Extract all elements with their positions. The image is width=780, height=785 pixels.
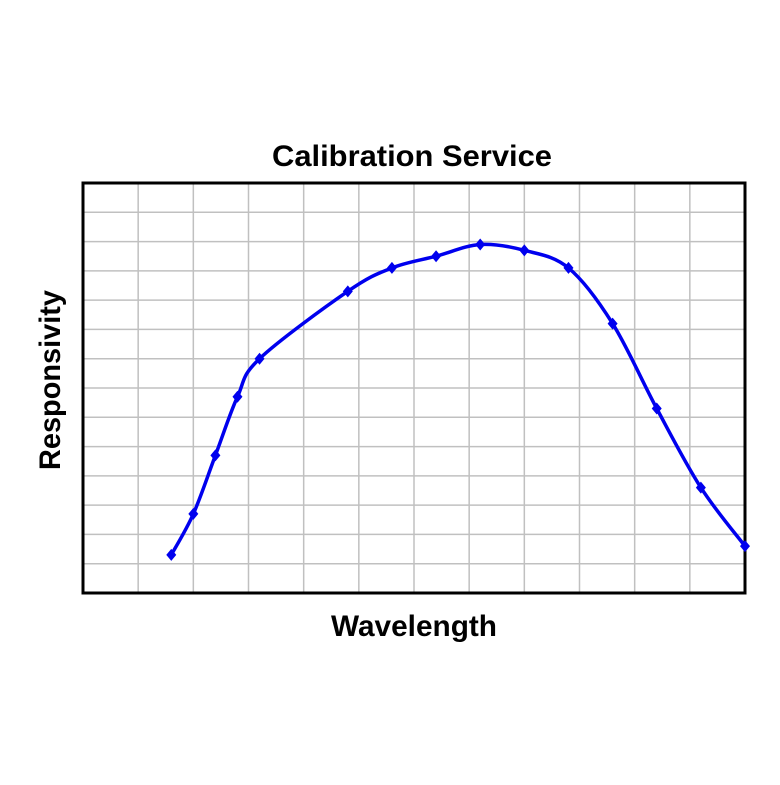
marker [695, 481, 706, 494]
marker [475, 238, 486, 251]
marker [607, 317, 618, 330]
marker [210, 449, 221, 462]
y-axis-label: Responsivity [34, 290, 67, 470]
marker [431, 250, 442, 263]
plot-frame [81, 181, 747, 595]
marker [519, 244, 530, 257]
marker [166, 548, 177, 561]
marker [386, 261, 397, 274]
marker [342, 285, 353, 298]
marker [563, 261, 574, 274]
marker [254, 352, 265, 365]
marker [232, 390, 243, 403]
marker [188, 507, 199, 520]
line [169, 242, 747, 556]
marker [651, 402, 662, 415]
x-axis-label: Wavelength [331, 610, 497, 643]
marker [740, 540, 750, 553]
chart-title: Calibration Service [272, 140, 552, 173]
